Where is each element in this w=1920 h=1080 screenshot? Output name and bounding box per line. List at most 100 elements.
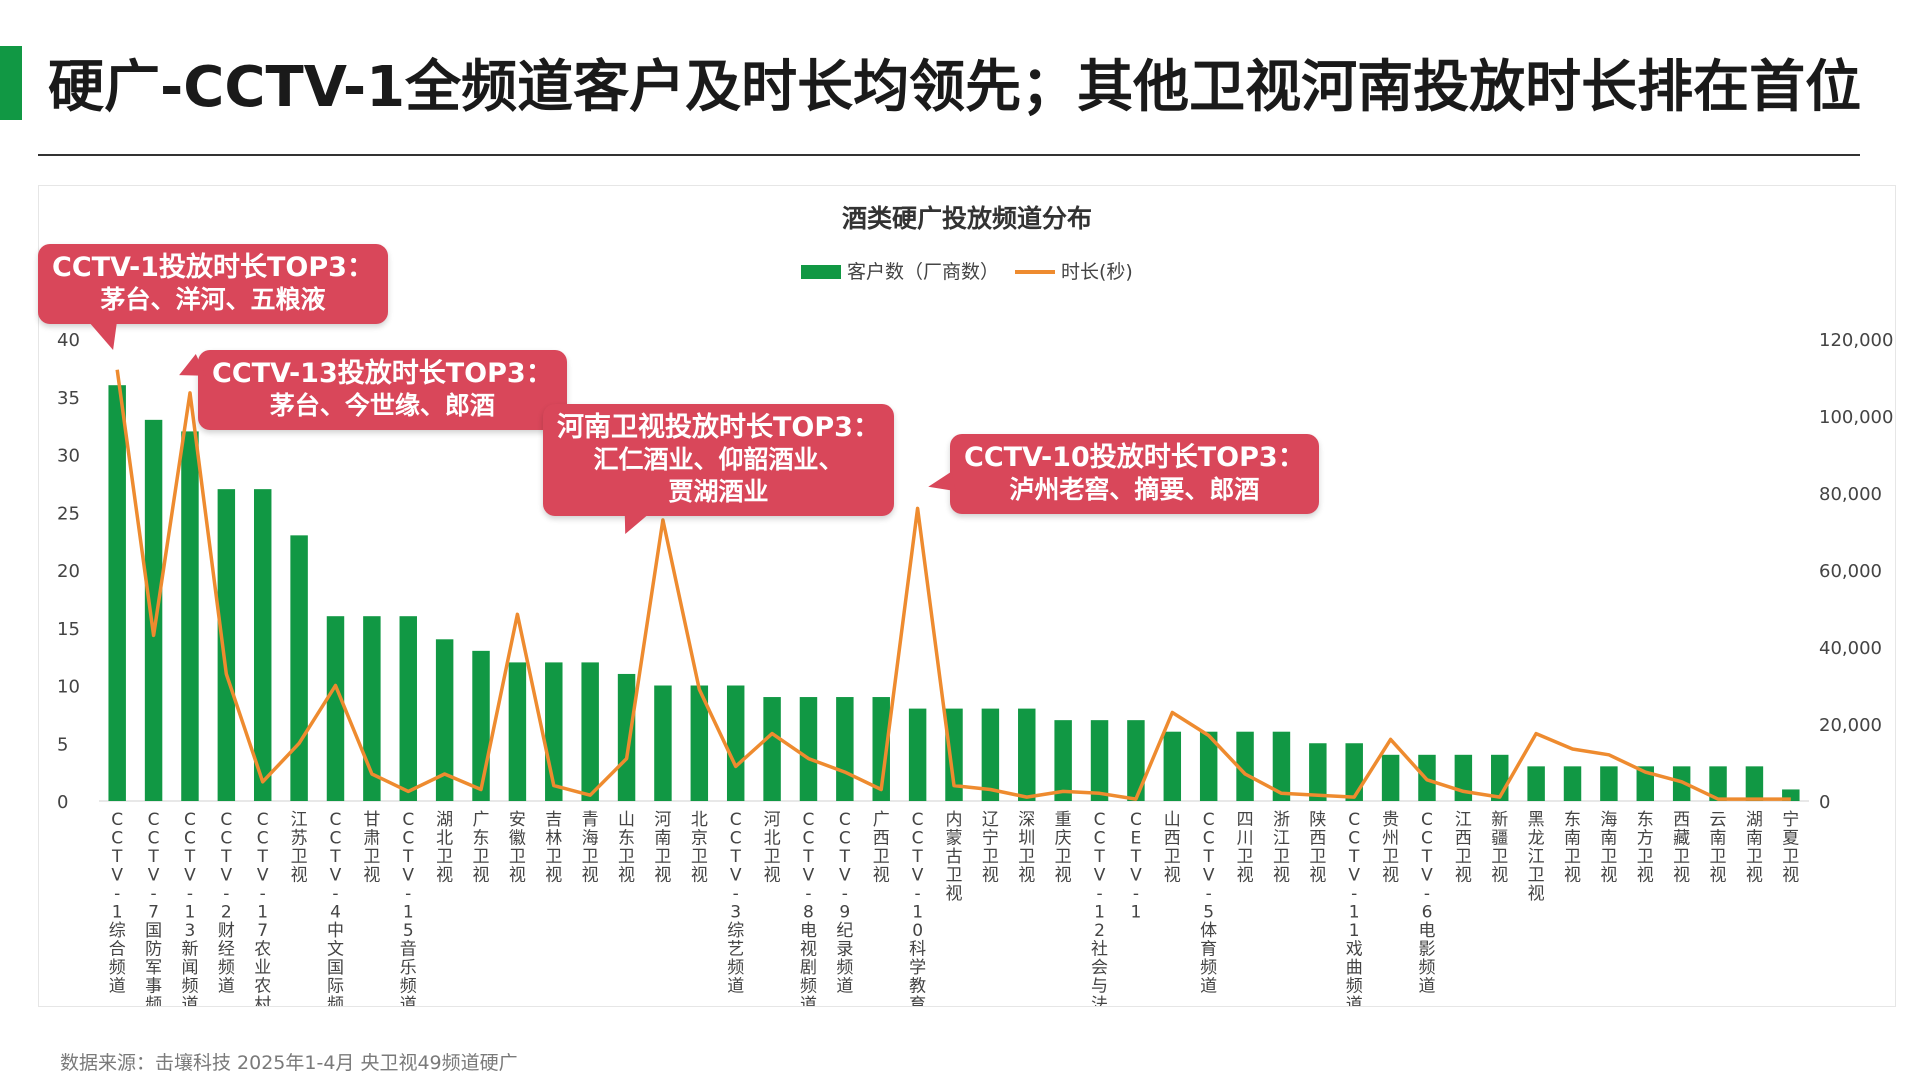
x-tick-label: C C T V -8 电视剧频道 <box>800 810 817 1006</box>
x-tick-label: C C T V -1 1 戏曲频道 <box>1346 810 1363 1006</box>
x-tick-label: C E T V -1 <box>1130 810 1142 923</box>
bar <box>1272 731 1291 801</box>
bar <box>181 431 199 801</box>
x-tick-label: 宁夏卫视 <box>1782 810 1799 886</box>
title-accent-bar <box>0 46 22 120</box>
callout-title: CCTV-1投放时长TOP3： <box>52 252 374 283</box>
callout-body: 汇仁酒业、仰韶酒业、 <box>593 445 844 474</box>
x-tick-label: 浙江卫视 <box>1273 810 1290 886</box>
y-right-tick-label: 80,000 <box>1819 484 1882 505</box>
x-tick-label: 海南卫视 <box>1600 810 1617 886</box>
x-tick-label: 重庆卫视 <box>1055 810 1072 886</box>
bar <box>690 685 709 801</box>
bar <box>1090 720 1109 801</box>
bar <box>1163 731 1182 801</box>
chart-title: 酒类硬广投放频道分布 <box>842 204 1092 233</box>
callout-body: 茅台、洋河、五粮液 <box>100 285 326 314</box>
bar <box>1782 789 1800 801</box>
x-tick-label: C C T V -1 综合频道 <box>109 810 126 997</box>
x-tick-label: 贵州卫视 <box>1382 810 1399 886</box>
y-right-tick-label: 120,000 <box>1819 330 1893 351</box>
y-right-tick-label: 40,000 <box>1819 638 1882 659</box>
x-tick-label: 东方卫视 <box>1637 810 1654 886</box>
x-tick-label: C C T V -1 5 音乐频道 <box>400 810 417 1006</box>
bar <box>363 616 381 801</box>
bar <box>981 708 1000 801</box>
footnote: 数据来源：击壤科技 2025年1-4月 央卫视49频道硬广 <box>60 1052 518 1074</box>
x-tick-label: 湖南卫视 <box>1746 810 1763 886</box>
legend-bar-swatch <box>801 265 841 279</box>
bar <box>508 662 527 801</box>
bar <box>1054 720 1072 801</box>
x-tick-label: 吉林卫视 <box>545 810 562 886</box>
bar <box>1236 731 1254 801</box>
x-tick-label: 甘肃卫视 <box>363 810 380 886</box>
x-tick-label: 深圳卫视 <box>1018 810 1035 886</box>
y-left-tick-label: 40 <box>57 330 80 351</box>
bar <box>1381 754 1400 801</box>
x-tick-label: C C T V -2 财经频道 <box>218 810 235 997</box>
callout-body: 茅台、今世缘、郎酒 <box>269 391 495 420</box>
x-tick-label: C C T V -9 纪录频道 <box>836 810 853 997</box>
bar <box>726 685 745 801</box>
x-tick-label: 广西卫视 <box>873 810 890 886</box>
bar <box>253 489 272 801</box>
callout-title: CCTV-10投放时长TOP3： <box>964 442 1305 473</box>
x-tick-label: CCTV-7国防军事频道 <box>145 810 162 1006</box>
x-tick-label: C C T V -1 3 新闻频道 <box>181 810 198 1006</box>
bar <box>290 535 308 801</box>
y-left-tick-label: 10 <box>57 677 80 698</box>
x-tick-label: CCTV-10科学教育频道 <box>909 810 926 1006</box>
y-left-tick-label: 35 <box>57 388 80 409</box>
callout-cctv13: CCTV-13投放时长TOP3： 茅台、今世缘、郎酒 <box>174 350 567 430</box>
y-right-tick-label: 60,000 <box>1819 561 1882 582</box>
bar <box>1345 743 1363 801</box>
legend-line-label: 时长(秒) <box>1061 261 1133 283</box>
legend: 客户数（厂商数） 时长(秒) <box>801 261 1133 283</box>
y-left-tick-label: 25 <box>57 503 80 524</box>
bar <box>763 697 781 801</box>
bar <box>326 616 345 801</box>
page-title: 硬广-CCTV-1全频道客户及时长均领先；其他卫视河南投放时长排在首位 <box>48 55 1862 120</box>
x-tick-label: 云南卫视 <box>1710 810 1727 886</box>
x-tick-label: C C T V -5 体育频道 <box>1200 810 1217 997</box>
y-left-tick-label: 5 <box>57 734 68 755</box>
y-left-tick-label: 0 <box>57 792 68 813</box>
x-tick-label: 河南卫视 <box>654 810 671 886</box>
bar <box>217 489 236 801</box>
x-tick-label: C C T V -6 电影频道 <box>1418 810 1435 997</box>
y-right-tick-label: 0 <box>1819 792 1830 813</box>
line-series <box>115 369 1791 801</box>
x-tick-label: 黑龙江卫视 <box>1528 810 1545 904</box>
callout-cctv1: CCTV-1投放时长TOP3： 茅台、洋河、五粮液 <box>38 244 388 350</box>
y-right-tick-label: 20,000 <box>1819 715 1882 736</box>
bar <box>472 650 490 801</box>
x-tick-label: 河北卫视 <box>764 810 781 886</box>
x-tick-label: 内蒙古卫视 <box>946 810 963 904</box>
x-tick-label: CCTV-12社会与法频道 <box>1091 810 1108 1006</box>
x-tick-label: CCTV-4中文国际频道 <box>327 810 344 1006</box>
bar <box>799 697 818 801</box>
bar <box>1018 708 1036 801</box>
y-left-tick-label: 20 <box>57 561 80 582</box>
bar <box>836 697 854 801</box>
x-tick-label: 辽宁卫视 <box>982 810 999 886</box>
x-tick-label: 北京卫视 <box>691 810 708 886</box>
x-tick-label: C C T V -3 综艺频道 <box>727 810 744 997</box>
x-tick-label: 湖北卫视 <box>436 810 453 886</box>
x-tick-label: 陕西卫视 <box>1309 810 1326 886</box>
y-right-tick-label: 100,000 <box>1819 407 1893 428</box>
bar <box>617 673 636 801</box>
callout-body: 泸州老窖、摘要、郎酒 <box>1009 475 1260 504</box>
bar <box>1745 766 1764 801</box>
x-tick-label: 广东卫视 <box>473 810 490 886</box>
bar <box>945 708 963 801</box>
bar <box>872 697 890 801</box>
title-divider <box>38 154 1860 156</box>
x-tick-label: 江苏卫视 <box>291 810 308 886</box>
x-tick-label: 山东卫视 <box>618 810 635 886</box>
x-tick-label: 青海卫视 <box>582 810 599 886</box>
callout-title: 河南卫视投放时长TOP3： <box>557 412 880 443</box>
callout-cctv10: CCTV-10投放时长TOP3： 泸州老窖、摘要、郎酒 <box>926 434 1319 514</box>
